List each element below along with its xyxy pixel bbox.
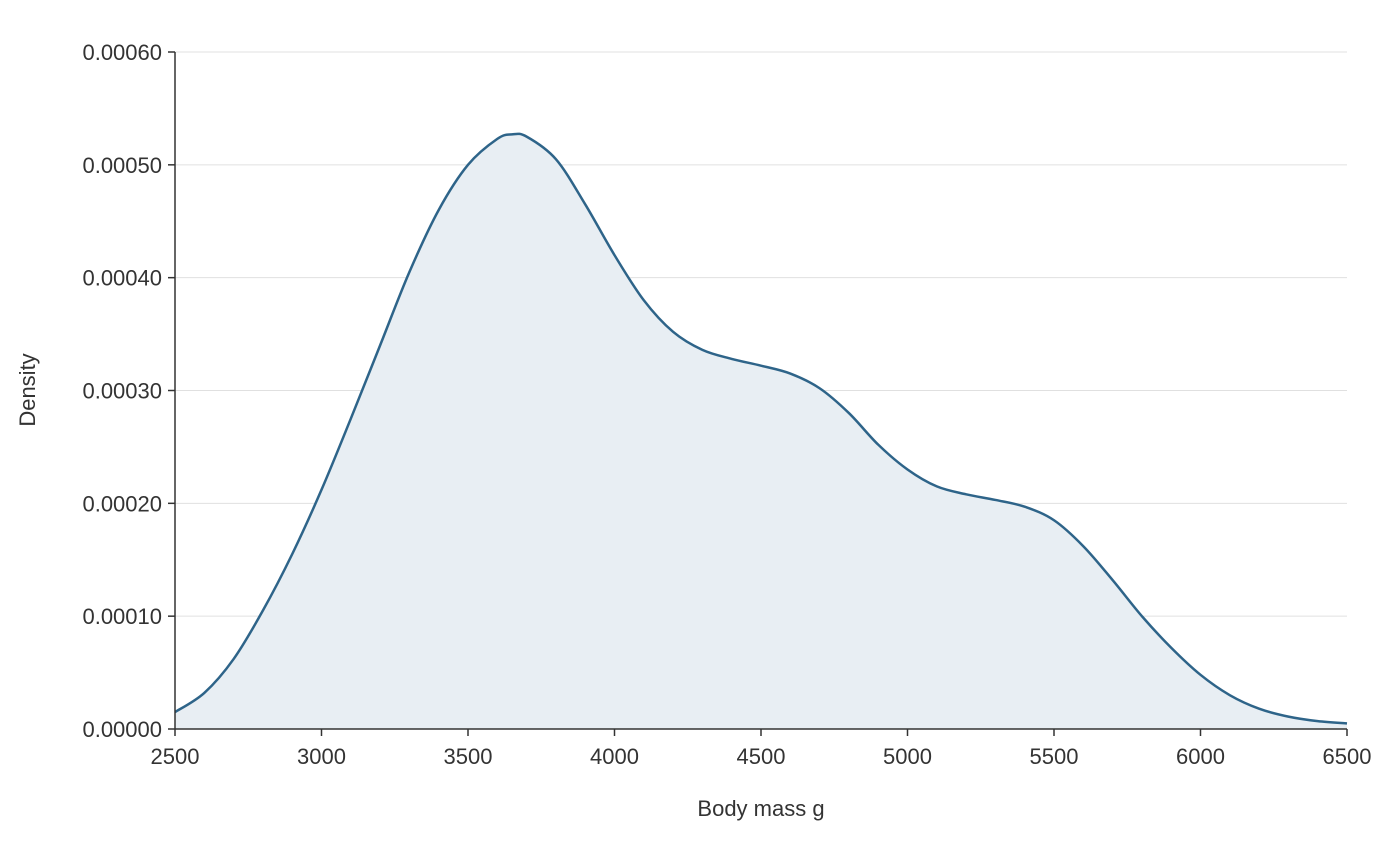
x-tick-label: 4500 bbox=[737, 744, 786, 769]
y-axis-title: Density bbox=[15, 353, 40, 426]
y-tick-label: 0.00020 bbox=[82, 491, 162, 516]
y-tick-label: 0.00050 bbox=[82, 153, 162, 178]
x-tick-label: 6500 bbox=[1323, 744, 1372, 769]
x-tick-label: 5000 bbox=[883, 744, 932, 769]
y-tick-label: 0.00040 bbox=[82, 266, 162, 291]
x-tick-label: 3500 bbox=[444, 744, 493, 769]
y-tick-label: 0.00060 bbox=[82, 40, 162, 65]
x-tick-label: 2500 bbox=[151, 744, 200, 769]
y-tick-label: 0.00010 bbox=[82, 604, 162, 629]
x-tick-label: 3000 bbox=[297, 744, 346, 769]
x-axis-title: Body mass g bbox=[697, 796, 824, 821]
x-tick-label: 4000 bbox=[590, 744, 639, 769]
y-tick-label: 0.00030 bbox=[82, 379, 162, 404]
x-tick-label: 6000 bbox=[1176, 744, 1225, 769]
density-line bbox=[174, 132, 1348, 725]
y-tick-label: 0.00000 bbox=[82, 717, 162, 742]
y-axis-ticks: 0.00000 0.00010 0.00020 0.00030 0.00040 0.000… bbox=[82, 40, 175, 742]
density-area bbox=[175, 133, 1347, 729]
x-axis-ticks: 2500 3000 3500 4000 4500 5000 5500 6000 6500 bbox=[151, 729, 1372, 769]
x-tick-label: 5500 bbox=[1030, 744, 1079, 769]
